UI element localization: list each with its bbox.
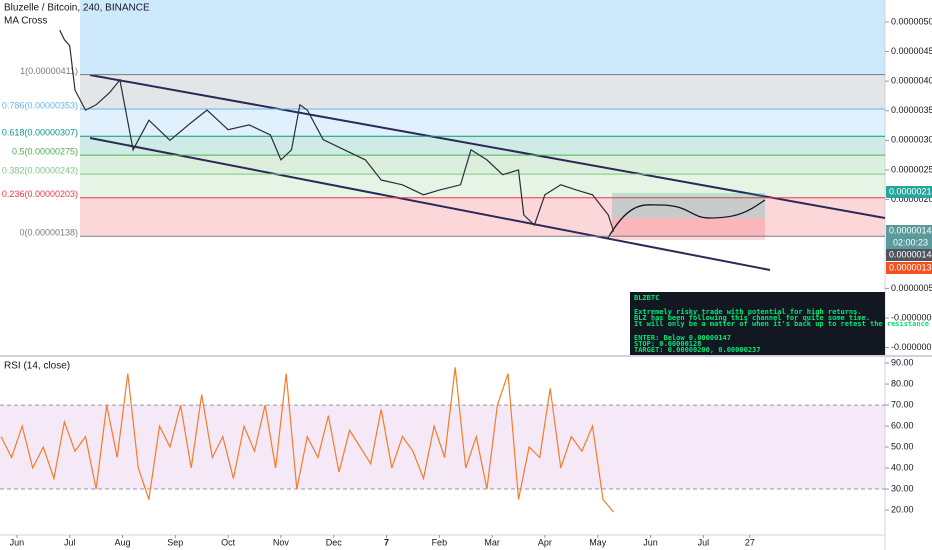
- fib-label: 0.786(0.00000353): [2, 100, 78, 110]
- fib-zone: [80, 155, 885, 175]
- y-tick-label: -0.00000050: [891, 342, 932, 352]
- x-tick-label: Jun: [10, 537, 25, 547]
- channel-upper: [89, 74, 886, 219]
- fib-label: 0.236(0.00000203): [2, 189, 78, 199]
- chart-title: Bluzelle / Bitcoin, 240, BINANCE: [4, 3, 150, 14]
- x-tick-label: Jul: [64, 537, 76, 547]
- price-label-box: [886, 262, 932, 274]
- x-tick-label: May: [589, 537, 607, 547]
- price-label: 0.00000146: [889, 225, 932, 235]
- note-line: Extremely risky trade with potential for…: [634, 308, 862, 316]
- fib-label: 0.618(0.00000307): [2, 128, 78, 138]
- y-tick-label: 60.00: [891, 420, 914, 430]
- x-tick-label: Sep: [167, 537, 183, 547]
- x-tick-label: Nov: [273, 537, 290, 547]
- x-tick-label: 27: [745, 537, 755, 547]
- series-line: [0, 367, 615, 513]
- countdown: 02:00:23: [893, 237, 928, 247]
- fib-zone: [80, 197, 885, 237]
- target-zone: [612, 193, 765, 218]
- note-line: STOP: 0.00000128: [634, 340, 701, 348]
- price-label-box: [886, 249, 932, 261]
- x-tick-label: Mar: [484, 537, 500, 547]
- price-label: 0.00000146: [889, 249, 932, 259]
- price-label-box: [886, 186, 932, 198]
- x-tick-label: Apr: [538, 537, 552, 547]
- rsi-band: [0, 405, 885, 490]
- fib-label: 0.382(0.00000243): [2, 165, 78, 175]
- countdown-box: [886, 237, 932, 249]
- note-text: BLZBTC Extremely risky trade with potenti…: [634, 294, 932, 354]
- fib-label: 0.5(0.00000275): [12, 147, 78, 157]
- y-tick-label: 30.00: [891, 483, 914, 493]
- series-line: [59, 29, 615, 232]
- fib-zone: [80, 74, 885, 109]
- y-tick-label: 0.00000050: [891, 283, 932, 293]
- y-tick-label: 40.00: [891, 462, 914, 472]
- price-label-box: [886, 225, 932, 237]
- note-line: It will only be a matter of when it's ba…: [634, 320, 932, 328]
- y-tick-label: 90.00: [891, 357, 914, 367]
- upper-zone: [80, 0, 885, 75]
- fib-zone: [80, 108, 885, 137]
- channel-lower: [89, 137, 771, 271]
- note-line: ENTER: Below 0.00000147: [634, 334, 731, 342]
- x-tick-label: 7: [384, 537, 389, 547]
- stop-zone: [612, 218, 765, 240]
- x-tick-label: Dec: [326, 537, 343, 547]
- y-tick-label: -0.00000000: [891, 312, 932, 322]
- fib-label: 1(0.00000411): [20, 66, 78, 76]
- y-tick-label: 80.00: [891, 378, 914, 388]
- indicator-label: MA Cross: [4, 16, 47, 27]
- note-line: TARGET: 0.00000200, 0.00000237: [634, 346, 760, 354]
- y-tick-label: 70.00: [891, 399, 914, 409]
- projection-curve: [607, 199, 766, 239]
- note-box: [630, 292, 885, 355]
- note-line: BLZBTC: [634, 294, 659, 302]
- rsi-title: RSI (14, close): [4, 361, 70, 372]
- x-tick-label: Feb: [432, 537, 448, 547]
- y-tick-label: 50.00: [891, 441, 914, 451]
- fib-label: 0(0.00000138): [19, 228, 78, 238]
- y-tick-label: 0.00000200: [891, 194, 932, 204]
- fib-zone: [80, 174, 885, 198]
- x-tick-label: Oct: [221, 537, 236, 547]
- y-tick-label: 20.00: [891, 504, 914, 514]
- note-line: BLZ has been following this channel for …: [634, 314, 870, 322]
- x-tick-label: Jul: [698, 537, 710, 547]
- pane-separator: [0, 355, 932, 357]
- x-tick-label: Jun: [643, 537, 658, 547]
- price-label: 0.00000133: [889, 262, 932, 272]
- x-tick-label: Aug: [114, 537, 130, 547]
- price-label: 0.00000212: [889, 186, 932, 196]
